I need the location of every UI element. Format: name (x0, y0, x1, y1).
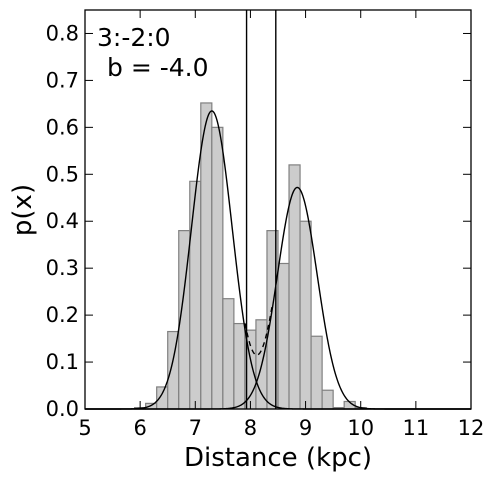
x-tick-label: 7 (189, 416, 202, 440)
x-tick-label: 9 (299, 416, 312, 440)
histogram-bars (134, 102, 367, 410)
annotation-line-1: 3:-2:0 (97, 23, 171, 52)
y-tick-label: 0.5 (46, 162, 79, 186)
y-tick-label: 0.7 (46, 68, 79, 92)
y-tick-label: 0.6 (46, 115, 79, 139)
y-tick-label: 0.3 (46, 256, 79, 280)
x-ticks: 5 6 7 8 9 10 11 12 (78, 10, 484, 440)
x-tick-label: 11 (402, 416, 429, 440)
histogram-bar (222, 298, 235, 410)
histogram-bar (277, 262, 290, 410)
plot-frame (84, 9, 472, 410)
histogram-bar (156, 386, 169, 410)
histogram-bar (310, 335, 323, 410)
x-tick-label: 6 (133, 416, 146, 440)
histogram-bar (299, 220, 312, 410)
x-tick-label: 8 (244, 416, 257, 440)
mixture-curve (244, 305, 273, 356)
x-tick-label: 12 (458, 416, 485, 440)
histogram-bar (167, 330, 180, 410)
y-tick-label: 0.4 (46, 209, 79, 233)
x-axis-label: Distance (kpc) (184, 443, 372, 473)
histogram-bar (321, 389, 334, 410)
x-tick-label: 5 (78, 416, 91, 440)
y-ticks: 0.0 0.1 0.2 0.3 0.4 0.5 0.6 0.7 0.8 (46, 21, 471, 421)
annotation-line-2: b = -4.0 (107, 53, 209, 82)
y-tick-label: 0.8 (46, 21, 79, 45)
x-tick-label: 10 (347, 416, 374, 440)
y-tick-label: 0.2 (46, 303, 79, 327)
y-axis-label: p(x) (8, 184, 38, 236)
histogram-bar (233, 322, 246, 410)
vertical-lines (245, 10, 277, 409)
histogram-bar (211, 126, 224, 410)
histogram-bar (200, 102, 213, 410)
histogram-bar (189, 180, 202, 410)
y-tick-label: 0.0 (46, 397, 79, 421)
y-tick-label: 0.1 (46, 350, 79, 374)
